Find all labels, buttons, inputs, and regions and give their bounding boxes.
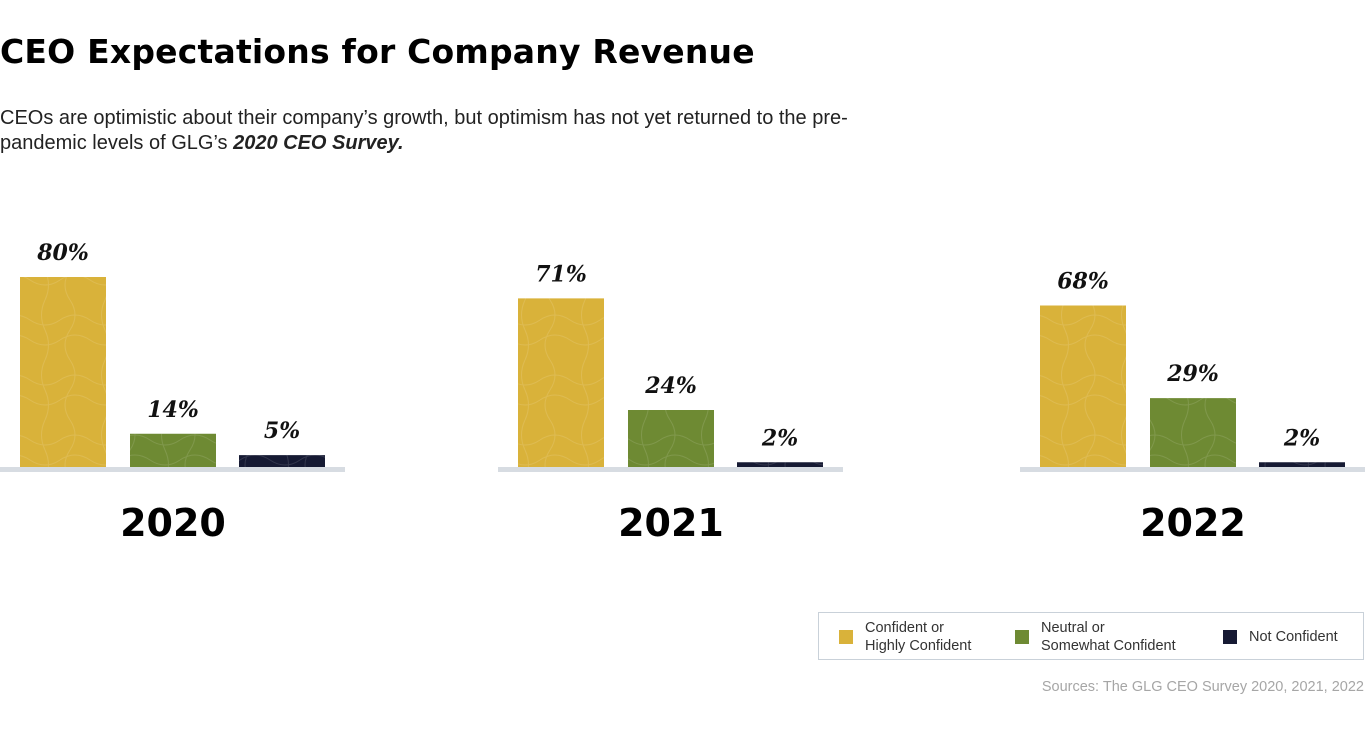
legend-label-neutral: Neutral or Somewhat Confident (1041, 620, 1176, 654)
bar-texture-2020-neutral (130, 433, 216, 467)
bar-group-2020: 80% 14% 5% 2020 (0, 240, 345, 545)
bar-texture-2021-not-confident (737, 462, 823, 467)
legend-item-neutral: Neutral or Somewhat Confident (1015, 613, 1176, 661)
chart-legend: Confident or Highly Confident Neutral or… (818, 612, 1364, 660)
source-note: Sources: The GLG CEO Survey 2020, 2021, … (1041, 679, 1364, 695)
bar-group-2022: 68% 29% 2% 2022 (1020, 269, 1365, 545)
legend-label-confident: Confident or Highly Confident (865, 620, 972, 654)
bar-group-2021: 71% 24% 2% 2021 (498, 261, 843, 545)
data-label-2022-not-confident: 2% (1283, 425, 1320, 451)
legend-item-not-confident: Not Confident (1223, 613, 1338, 661)
data-label-2021-not-confident: 2% (761, 425, 798, 451)
category-label-2022: 2022 (1140, 501, 1246, 545)
page-subtitle: CEOs are optimistic about their company’… (0, 106, 860, 156)
data-label-2020-not-confident: 5% (264, 418, 300, 444)
data-label-2021-confident: 71% (535, 261, 587, 287)
page-title: CEO Expectations for Company Revenue (0, 32, 755, 71)
bar-texture-2022-neutral (1150, 398, 1236, 467)
bar-texture-2020-confident (20, 277, 106, 467)
data-label-2022-neutral: 29% (1166, 361, 1219, 387)
category-label-2020: 2020 (120, 501, 226, 545)
data-label-2022-confident: 68% (1057, 269, 1109, 295)
bar-texture-2021-neutral (628, 410, 714, 467)
legend-item-confident: Confident or Highly Confident (839, 613, 971, 661)
bar-texture-2020-not-confident (239, 455, 325, 467)
baseline-2021 (498, 467, 843, 472)
baseline-2022 (1020, 467, 1365, 472)
legend-swatch-confident (839, 630, 853, 644)
legend-swatch-not-confident (1223, 630, 1237, 644)
subtitle-emphasis: 2020 CEO Survey. (233, 132, 404, 154)
baseline-2020 (0, 467, 345, 472)
category-label-2021: 2021 (618, 501, 724, 545)
data-label-2020-neutral: 14% (147, 397, 199, 423)
bar-texture-2021-confident (518, 298, 604, 467)
subtitle-text: CEOs are optimistic about their company’… (0, 107, 848, 154)
legend-swatch-neutral (1015, 630, 1029, 644)
bar-texture-2022-confident (1040, 305, 1126, 467)
bar-texture-2022-not-confident (1259, 462, 1345, 467)
legend-label-not-confident: Not Confident (1249, 629, 1338, 645)
data-label-2020-confident: 80% (36, 240, 89, 266)
data-label-2021-neutral: 24% (644, 373, 697, 399)
revenue-confidence-chart: 80% 14% 5% 2020 71% 24% 2% 2021 68% 29% 2% 2022 (0, 240, 1365, 545)
